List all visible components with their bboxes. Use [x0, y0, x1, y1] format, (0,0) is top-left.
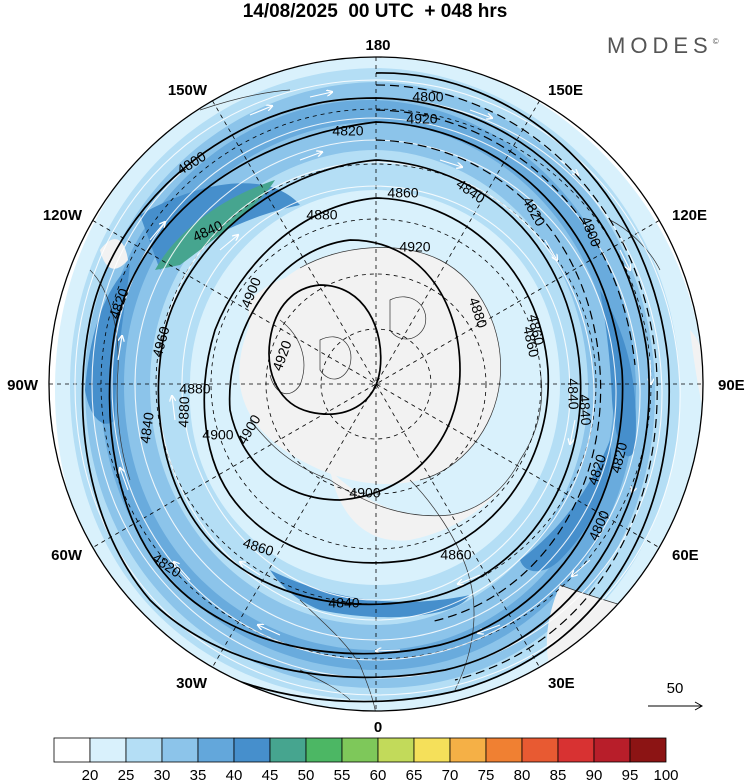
- contour-label: 4860: [440, 547, 471, 563]
- colorbar: 20 25 30 35 40 45 50 55 60 65 70 75 80 85 90 95 100: [53, 737, 679, 782]
- colorbar-tick-label: 85: [550, 767, 567, 782]
- colorbar-swatch: [53, 737, 91, 763]
- colorbar-tick-label: 25: [118, 767, 135, 782]
- contour-4860: [157, 159, 582, 606]
- lon-label-60e: 60E: [672, 547, 699, 564]
- lon-label-180: 180: [365, 37, 390, 54]
- colorbar-swatch: [341, 737, 379, 763]
- reference-arrowhead: [694, 701, 704, 711]
- brand-name: MODES: [607, 33, 713, 58]
- lon-label-30w: 30W: [176, 675, 208, 692]
- contour-4920: [268, 284, 382, 415]
- colorbar-swatch: [89, 737, 127, 763]
- colorbar-tick-label: 100: [653, 767, 678, 782]
- colorbar-tick-label: 90: [586, 767, 603, 782]
- lon-label-90w: 90W: [7, 377, 39, 394]
- lon-label-60w: 60W: [51, 547, 83, 564]
- contour-label: 4920: [406, 111, 437, 127]
- contour-label: 4840: [137, 411, 157, 444]
- colorbar-swatch: [233, 737, 271, 763]
- contour-4900: [228, 239, 461, 501]
- colorbar-swatch: [413, 737, 451, 763]
- contour-label: 4880: [179, 381, 210, 397]
- colorbar-tick-label: 80: [514, 767, 531, 782]
- lon-label-0: 0: [374, 719, 382, 736]
- colorbar-swatch: [125, 737, 163, 763]
- colorbar-tick-label: 95: [622, 767, 639, 782]
- colorbar-tick-label: 65: [406, 767, 423, 782]
- map-border: [48, 56, 704, 712]
- reference-vector-label: 50: [667, 680, 684, 697]
- lon-label-120e: 120E: [672, 207, 707, 224]
- contour-4800: [159, 72, 670, 703]
- colorbar-tick-label: 70: [442, 767, 459, 782]
- height-contours: [81, 72, 670, 703]
- lon-label-90e: 90E: [718, 377, 745, 394]
- colorbar-tick-label: 45: [262, 767, 279, 782]
- colorbar-tick-label: 35: [190, 767, 207, 782]
- colorbar-swatch: [593, 737, 631, 763]
- lon-label-150e: 150E: [548, 82, 583, 99]
- contour-label: 4860: [520, 325, 542, 359]
- colorbar-tick-label: 60: [370, 767, 387, 782]
- contour-label: 4820: [332, 123, 363, 139]
- lon-label-30e: 30E: [548, 675, 575, 692]
- colorbar-swatch: [161, 737, 199, 763]
- brand-logo: MODES©: [607, 33, 719, 59]
- colorbar-tick-label: 50: [298, 767, 315, 782]
- colorbar-tick-label: 55: [334, 767, 351, 782]
- colorbar-swatch: [521, 737, 559, 763]
- contour-4880: [203, 197, 550, 564]
- contour-label: 4900: [349, 485, 380, 501]
- colorbar-swatch: [197, 737, 235, 763]
- contour-label: 4960: [149, 324, 173, 358]
- contour-label: 4860: [525, 313, 547, 347]
- colorbar-swatch: [557, 737, 595, 763]
- contour-label: 4800: [412, 89, 443, 105]
- map-title: 14/08/2025 00 UTC + 048 hrs: [242, 1, 508, 22]
- longitude-labels: 180 0 90E 90W 150E 120E 60E 30E 150W 120…: [7, 37, 745, 736]
- colorbar-swatch: [269, 737, 307, 763]
- colorbar-tick-label: 20: [82, 767, 99, 782]
- colorbar-tick-label: 75: [478, 767, 495, 782]
- colorbar-swatch: [377, 737, 415, 763]
- contour-label: 4880: [306, 207, 337, 223]
- colorbar-swatch: [629, 737, 667, 763]
- lon-label-150w: 150W: [168, 82, 208, 99]
- contour-label: 4860: [387, 185, 418, 201]
- contour-label: 4840: [565, 378, 582, 410]
- brand-mark: ©: [712, 37, 719, 46]
- contour-label: 4920: [399, 239, 430, 255]
- colorbar-swatch: [305, 737, 343, 763]
- height-contours-secondary: [375, 84, 658, 681]
- contour-label: 4820: [607, 440, 630, 474]
- contour-4820: [81, 97, 650, 679]
- colorbar-swatch: [485, 737, 523, 763]
- colorbar-swatch: [449, 737, 487, 763]
- reference-vector: 50: [648, 680, 704, 711]
- lon-label-120w: 120W: [43, 207, 83, 224]
- contour-4840: [108, 121, 624, 655]
- contour-label: 4880: [175, 396, 192, 428]
- contour-label: 4840: [328, 595, 359, 611]
- contour-label: 4840: [576, 394, 594, 426]
- wind-arrows: [117, 92, 651, 651]
- colorbar-tick-label: 30: [154, 767, 171, 782]
- contour-label: 4900: [202, 427, 233, 443]
- colorbar-tick-label: 40: [226, 767, 243, 782]
